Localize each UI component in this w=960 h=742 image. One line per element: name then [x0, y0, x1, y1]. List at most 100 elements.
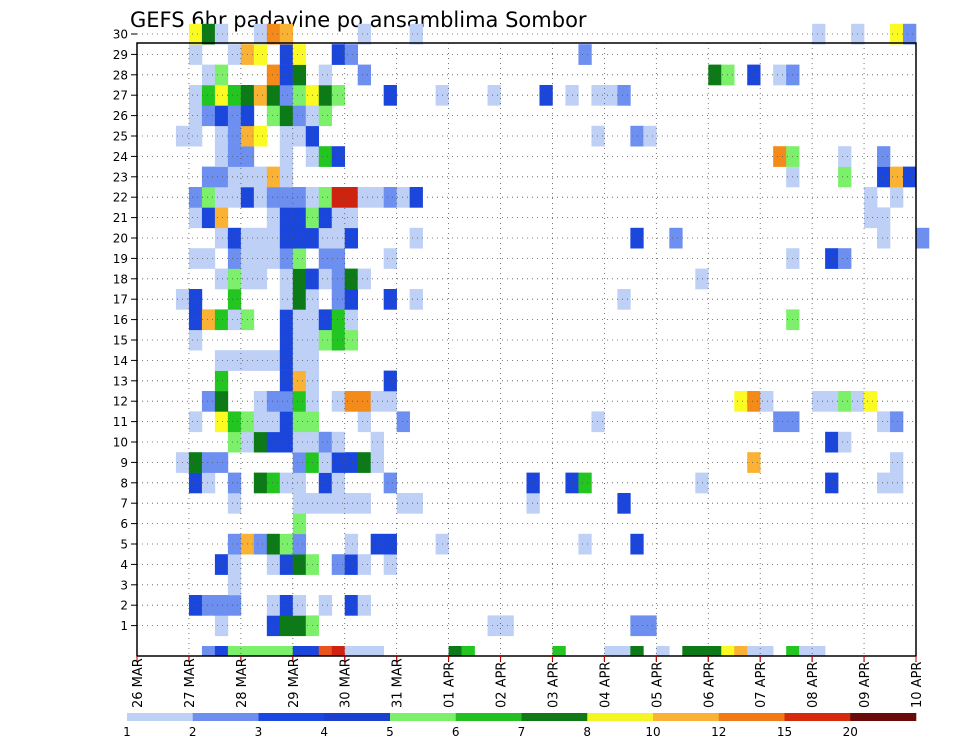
- colorbar: 1 2 3 4 5 6 7 8 10 12 15 20: [123, 713, 917, 739]
- heatmap-cell: [227, 472, 242, 494]
- heatmap-cell: [201, 248, 216, 269]
- heatmap-cell: [331, 227, 346, 249]
- heatmap-cell: [643, 615, 657, 637]
- heatmap-cell: [266, 105, 281, 127]
- heatmap-cell: [877, 207, 891, 229]
- heatmap-cell: [292, 207, 307, 229]
- heatmap-cell: [838, 248, 852, 269]
- heatmap-cell: [292, 615, 307, 637]
- heatmap-cell: [357, 391, 371, 412]
- heatmap-cell: [383, 472, 397, 494]
- x-tick-label: 06 APR: [702, 662, 717, 708]
- heatmap-cell: [292, 595, 307, 616]
- bottom-row-cell: [227, 646, 242, 656]
- heatmap-cell: [357, 411, 371, 433]
- heatmap-cell: [266, 554, 281, 575]
- bottom-row-cell: [279, 646, 294, 656]
- heatmap-cell: [331, 44, 346, 65]
- heatmap-cell: [266, 595, 281, 616]
- colorbar-swatch: [587, 713, 654, 721]
- x-tick-label: 01 APR: [443, 662, 458, 708]
- heatmap-cell: [266, 207, 281, 229]
- x-tick-label: 30 MAR: [339, 658, 354, 708]
- heatmap-cell: [357, 493, 371, 514]
- bottom-row-cell: [617, 646, 631, 656]
- heatmap-cell: [188, 23, 203, 45]
- heatmap-cell: [266, 23, 281, 45]
- heatmap-cell: [838, 166, 852, 188]
- heatmap-cell: [292, 248, 307, 269]
- heatmap-cell: [279, 105, 294, 127]
- heatmap-cell: [890, 166, 904, 188]
- heatmap-cell: [279, 23, 294, 45]
- heatmap-cell: [331, 187, 346, 208]
- bottom-row-cell: [318, 646, 333, 656]
- heatmap-cell: [279, 615, 294, 637]
- heatmap-cell: [292, 268, 307, 290]
- heatmap-cell: [227, 595, 242, 616]
- heatmap-cell: [526, 472, 540, 494]
- heatmap-cell: [292, 513, 307, 535]
- heatmap-cell: [825, 391, 839, 412]
- x-tick-label: 05 APR: [650, 662, 665, 708]
- heatmap-cell: [331, 431, 346, 453]
- heatmap-cell: [201, 85, 216, 106]
- heatmap-cell: [279, 431, 294, 453]
- bottom-row-cell: [253, 646, 268, 656]
- colorbar-label: 5: [386, 725, 394, 739]
- x-tick-label: 03 APR: [546, 662, 561, 708]
- heatmap-cell: [344, 44, 359, 65]
- heatmap-cell: [890, 452, 904, 473]
- heatmap-cell: [331, 289, 346, 310]
- y-tick-label: 19: [113, 252, 128, 266]
- heatmap-cell: [383, 391, 397, 412]
- y-tick-label: 3: [120, 578, 128, 592]
- heatmap-cell: [318, 595, 333, 616]
- x-tick-label: 08 APR: [806, 662, 821, 708]
- heatmap-cell: [864, 207, 878, 229]
- heatmap-cell: [253, 23, 268, 45]
- heatmap-cell: [357, 554, 371, 575]
- heatmap-cell: [214, 166, 229, 188]
- bottom-row-cell: [266, 646, 281, 656]
- heatmap-cell: [773, 64, 787, 86]
- heatmap-cell: [357, 64, 371, 86]
- heatmap-cell: [331, 472, 346, 494]
- x-tick-label: 07 APR: [754, 662, 769, 708]
- heatmap-cell: [344, 268, 359, 290]
- heatmap-cell: [253, 472, 268, 494]
- heatmap-cell: [331, 248, 346, 269]
- heatmap-cell: [279, 554, 294, 575]
- heatmap-cell: [344, 533, 359, 555]
- heatmap-cells: [175, 23, 930, 637]
- heatmap-cell: [292, 493, 307, 514]
- y-tick-label: 10: [113, 436, 128, 450]
- heatmap-cell: [279, 227, 294, 249]
- y-tick-label: 20: [113, 232, 128, 246]
- y-tick-label: 30: [113, 28, 128, 42]
- y-tick-label: 6: [120, 517, 128, 531]
- heatmap-cell: [279, 146, 294, 167]
- heatmap-cell: [877, 227, 891, 249]
- heatmap-cell: [409, 23, 423, 45]
- heatmap-cell: [695, 268, 709, 290]
- y-tick-label: 11: [113, 415, 128, 429]
- heatmap-cell: [266, 350, 281, 371]
- heatmap-cell: [201, 64, 216, 86]
- x-axis-ticks: 26 MAR 27 MAR 28 MAR 29 MAR 30 MAR 31 MAR 01 A…: [131, 656, 925, 708]
- heatmap-cell: [734, 391, 748, 412]
- heatmap-cell: [773, 411, 787, 433]
- heatmap-cell: [344, 187, 359, 208]
- heatmap-cell: [617, 289, 631, 310]
- heatmap-cell: [253, 248, 268, 269]
- heatmap-cell: [344, 595, 359, 616]
- heatmap-cell: [292, 411, 307, 433]
- heatmap-cell: [669, 227, 683, 249]
- heatmap-cell: [825, 431, 839, 453]
- y-tick-label: 26: [113, 109, 128, 123]
- heatmap-cell: [591, 125, 605, 147]
- heatmap-cell: [279, 350, 294, 371]
- heatmap-cell: [318, 493, 333, 514]
- heatmap-cell: [292, 533, 307, 555]
- heatmap-cell: [292, 329, 307, 351]
